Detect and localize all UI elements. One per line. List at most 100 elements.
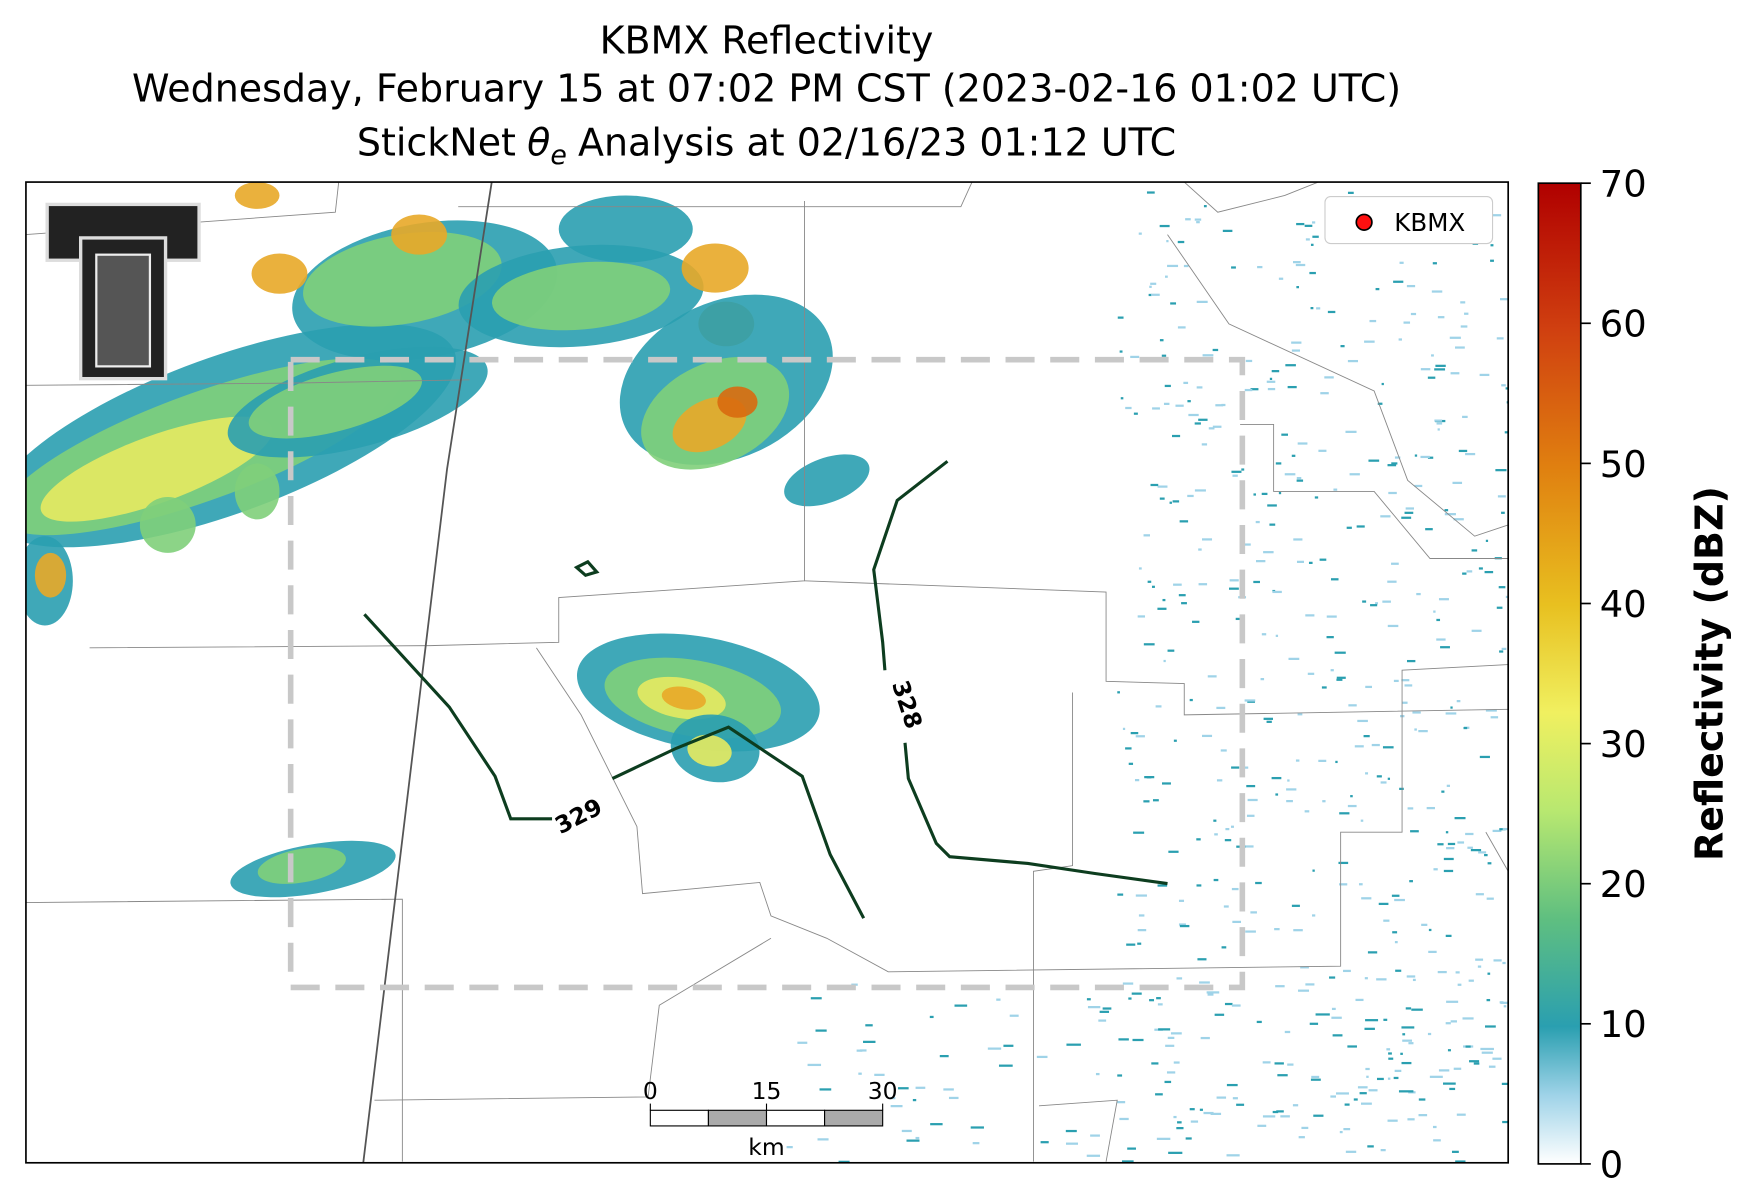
echo-speckle <box>1036 1055 1048 1059</box>
echo-speckle <box>1484 570 1494 574</box>
scale-bar: 0 15 30 km <box>643 1077 898 1161</box>
echo-speckle <box>1175 404 1184 407</box>
echo <box>303 231 502 327</box>
echo-speckle <box>1230 825 1234 828</box>
echo-speckle <box>1463 726 1468 730</box>
echo-speckle <box>1416 592 1421 596</box>
echo-speckle <box>1244 699 1256 702</box>
colorbar-tick-label: 40 <box>1600 583 1647 626</box>
echo-speckle <box>1086 1154 1101 1157</box>
echo-speckle <box>1369 319 1377 323</box>
echo-speckle <box>1407 1118 1415 1121</box>
echo-speckle <box>1166 1071 1176 1074</box>
echo-speckle <box>1454 816 1466 820</box>
echo-speckle <box>1133 831 1145 834</box>
echo-speckle <box>1412 978 1416 982</box>
echo-speckle <box>929 1015 934 1019</box>
echo-speckle <box>1355 998 1364 1002</box>
echo-speckle <box>1455 971 1460 974</box>
echo-speckle <box>1167 649 1175 652</box>
echo-speckle <box>1224 839 1232 842</box>
echo-speckle <box>1149 999 1155 1002</box>
echo-speckle <box>1275 462 1282 465</box>
echo-speckle <box>1475 893 1484 896</box>
echo-speckle <box>1410 312 1417 316</box>
echo-speckle <box>1365 772 1369 775</box>
echo-speckle <box>1117 691 1120 694</box>
echo-speckle <box>1156 997 1161 1000</box>
echo-speckle <box>1150 282 1157 285</box>
echo-speckle <box>1406 975 1416 978</box>
echo-speckle <box>1412 711 1421 714</box>
echo-speckle <box>1339 883 1348 886</box>
echo-speckle <box>1502 961 1506 965</box>
echo-speckle <box>1437 428 1440 431</box>
echo-speckle <box>1196 221 1200 224</box>
echo-speckle <box>1266 720 1272 723</box>
echo-speckle <box>1127 1147 1136 1150</box>
echo-speckle <box>1150 483 1159 487</box>
county-line <box>1039 1099 1118 1162</box>
echo-speckle <box>1243 543 1251 546</box>
echo-speckle <box>1163 659 1166 663</box>
echo-speckle <box>1484 853 1488 857</box>
echo-speckle <box>1271 776 1282 780</box>
echo-speckle <box>1318 449 1327 452</box>
echo-speckle <box>1223 905 1229 908</box>
echo-speckle <box>1213 819 1217 822</box>
echo-speckle <box>1488 1065 1496 1068</box>
echo-speckle <box>1295 759 1300 762</box>
echo-speckle <box>1222 229 1233 233</box>
echo-speckle <box>1250 911 1257 914</box>
title-line: StickNet θe Analysis at 02/16/23 01:12 UTC <box>357 120 1176 171</box>
echo-speckle <box>1357 1086 1368 1089</box>
echo-speckle <box>1406 284 1416 288</box>
echo-speckle <box>1169 501 1172 504</box>
echo-speckle <box>1487 972 1491 975</box>
echo-speckle <box>817 1138 829 1141</box>
echo-speckle <box>863 1040 876 1043</box>
echo-speckle <box>1312 869 1315 872</box>
echo-speckle <box>1495 469 1507 472</box>
echo-speckle <box>1336 678 1343 681</box>
echo-speckle <box>915 1086 926 1089</box>
echo-speckle <box>1411 1008 1423 1011</box>
echo-speckle <box>1378 902 1389 906</box>
echo-speckle <box>1224 1002 1233 1006</box>
echo-speckle <box>1310 243 1314 246</box>
echo-speckle <box>1194 218 1202 221</box>
echo-speckle <box>1399 261 1404 264</box>
echo-speckle <box>1310 1078 1321 1081</box>
echo-speckle <box>1414 454 1418 457</box>
echo-speckle <box>1164 384 1171 388</box>
echo-speckle <box>1340 345 1345 348</box>
echo-speckle <box>1500 1001 1509 1004</box>
echo <box>687 734 732 767</box>
echo-speckle <box>1148 293 1152 297</box>
echo-speckle <box>1505 595 1509 599</box>
echo-speckle <box>1231 266 1236 269</box>
echo-speckle <box>1445 934 1452 937</box>
echo <box>139 497 196 553</box>
echo-speckle <box>1168 850 1179 853</box>
echo-speckle <box>1435 364 1446 367</box>
echo-speckle <box>1421 923 1428 926</box>
echo-speckle <box>1138 567 1142 570</box>
echo-speckle <box>1190 1120 1199 1123</box>
county-line <box>1183 182 1319 213</box>
colorbar-tick-label: 0 <box>1600 1143 1623 1186</box>
echo-speckle <box>1392 931 1398 934</box>
echo-speckle <box>1338 861 1349 865</box>
echo-speckle <box>1406 659 1416 663</box>
echo-speckle <box>1364 340 1375 343</box>
echo-speckle <box>1361 897 1372 900</box>
echo-speckle <box>1320 392 1329 395</box>
echo-speckle <box>807 1063 822 1067</box>
echo-speckle <box>1297 713 1303 716</box>
echo-speckle <box>1099 1010 1110 1013</box>
echo-speckle <box>1450 706 1453 709</box>
echo-speckle <box>1498 586 1506 589</box>
echo-speckle <box>1330 1095 1336 1098</box>
echo-speckle <box>1371 743 1380 747</box>
